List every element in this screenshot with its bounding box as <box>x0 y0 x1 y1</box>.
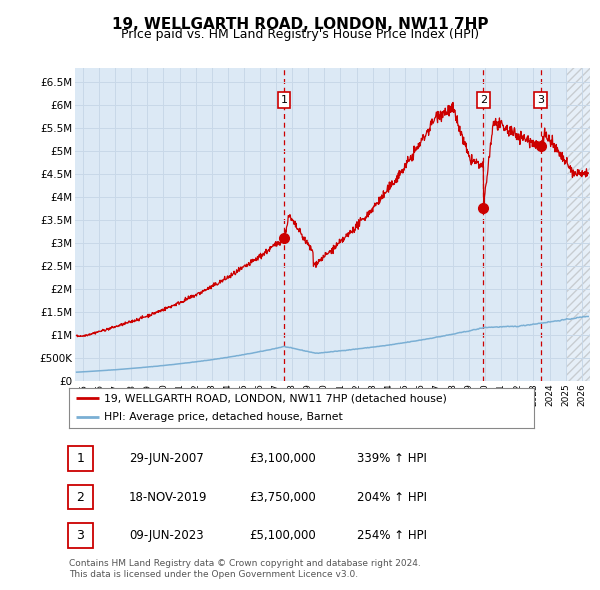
Text: 18-NOV-2019: 18-NOV-2019 <box>129 490 208 504</box>
Bar <box>566 68 590 381</box>
Bar <box>566 68 590 381</box>
Text: HPI: Average price, detached house, Barnet: HPI: Average price, detached house, Barn… <box>104 412 343 422</box>
Bar <box>566 68 590 381</box>
Text: 3: 3 <box>76 529 85 542</box>
Text: 254% ↑ HPI: 254% ↑ HPI <box>357 529 427 542</box>
Text: £3,100,000: £3,100,000 <box>249 452 316 466</box>
Text: 3: 3 <box>537 95 544 105</box>
Text: 19, WELLGARTH ROAD, LONDON, NW11 7HP: 19, WELLGARTH ROAD, LONDON, NW11 7HP <box>112 17 488 31</box>
Text: 29-JUN-2007: 29-JUN-2007 <box>129 452 204 466</box>
Text: £3,750,000: £3,750,000 <box>249 490 316 504</box>
Text: Price paid vs. HM Land Registry's House Price Index (HPI): Price paid vs. HM Land Registry's House … <box>121 28 479 41</box>
Text: 2: 2 <box>76 490 85 504</box>
Text: £5,100,000: £5,100,000 <box>249 529 316 542</box>
Text: 09-JUN-2023: 09-JUN-2023 <box>129 529 203 542</box>
Text: 1: 1 <box>280 95 287 105</box>
Text: 2: 2 <box>480 95 487 105</box>
Text: 19, WELLGARTH ROAD, LONDON, NW11 7HP (detached house): 19, WELLGARTH ROAD, LONDON, NW11 7HP (de… <box>104 394 447 404</box>
Text: Contains HM Land Registry data © Crown copyright and database right 2024.
This d: Contains HM Land Registry data © Crown c… <box>69 559 421 579</box>
Text: 339% ↑ HPI: 339% ↑ HPI <box>357 452 427 466</box>
Text: 1: 1 <box>76 452 85 466</box>
Text: 204% ↑ HPI: 204% ↑ HPI <box>357 490 427 504</box>
